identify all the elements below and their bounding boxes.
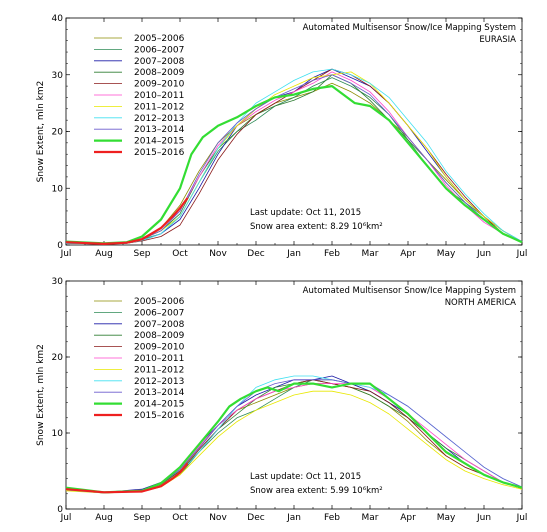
- legend-entry: 2013–2014: [134, 125, 185, 135]
- legend-entry: 2011–2012: [134, 102, 184, 112]
- x-tick-label: Sep: [134, 513, 151, 523]
- series-line: [65, 68, 523, 245]
- region-label: EURASIA: [479, 35, 516, 45]
- x-tick-label: Nov: [209, 249, 227, 259]
- x-tick-label: Jul: [60, 513, 72, 523]
- x-tick-label: Jul: [516, 513, 528, 523]
- legend-entry: 2008–2009: [134, 68, 185, 78]
- eurasia-panel: Jul Aug Sep Oct Nov Dec Jan Feb Mar Apr May Jun Jul0…: [36, 14, 527, 259]
- series-line: [65, 382, 523, 494]
- y-axis-title: Snow Extent, mln km2: [36, 344, 46, 446]
- x-tick-label: Oct: [172, 249, 188, 259]
- legend-entry: 2014–2015: [134, 137, 184, 147]
- x-tick-label: Aug: [95, 249, 113, 259]
- legend-entry: 2015–2016: [134, 148, 185, 158]
- legend-entry: 2007–2008: [134, 57, 185, 67]
- x-tick-label: May: [437, 249, 456, 259]
- legend-entry: 2014–2015: [134, 400, 184, 410]
- series-line: [65, 84, 523, 245]
- x-tick-label: May: [437, 513, 456, 523]
- series-line: [65, 74, 523, 244]
- legend-entry: 2013–2014: [134, 388, 185, 398]
- last-update: Last update: Oct 11, 2015: [250, 472, 361, 482]
- panel-title: Automated Multisensor Snow/Ice Mapping S…: [303, 286, 516, 296]
- x-tick-label: Jul: [516, 249, 528, 259]
- x-tick-label: Dec: [247, 249, 264, 259]
- legend-entry: 2005–2006: [134, 297, 185, 307]
- legend-entry: 2012–2013: [134, 377, 184, 387]
- y-tick-label: 40: [52, 14, 64, 24]
- legend-entry: 2010–2011: [134, 354, 184, 364]
- y-tick-label: 10: [52, 429, 64, 439]
- legend-entry: 2011–2012: [134, 365, 184, 375]
- y-tick-label: 20: [52, 128, 64, 138]
- y-tick-label: 20: [52, 353, 64, 363]
- y-tick-label: 30: [52, 277, 64, 287]
- series-line: [65, 68, 523, 245]
- x-tick-label: Jan: [286, 249, 301, 259]
- x-tick-label: Dec: [247, 513, 264, 523]
- x-tick-label: Jun: [476, 513, 491, 523]
- legend-entry: 2007–2008: [134, 320, 185, 330]
- x-tick-label: Feb: [324, 249, 340, 259]
- region-label: NORTH AMERICA: [445, 298, 516, 308]
- y-tick-label: 0: [57, 505, 63, 515]
- y-tick-label: 30: [52, 71, 64, 81]
- y-tick-label: 10: [52, 184, 64, 194]
- x-tick-label: Sep: [134, 249, 151, 259]
- x-tick-label: Aug: [95, 513, 113, 523]
- y-tick-label: 0: [57, 241, 63, 251]
- x-tick-label: Apr: [400, 249, 416, 259]
- north-america-panel: Jul Aug Sep Oct Nov Dec Jan Feb Mar Apr May Jun Jul0…: [36, 277, 527, 523]
- legend-entry: 2006–2007: [134, 45, 184, 55]
- series-line: [65, 462, 189, 494]
- panel-title: Automated Multisensor Snow/Ice Mapping S…: [303, 23, 516, 33]
- x-tick-label: Apr: [400, 513, 416, 523]
- legend-entry: 2012–2013: [134, 114, 184, 124]
- x-tick-label: Nov: [209, 513, 227, 523]
- legend-entry: 2010–2011: [134, 91, 184, 101]
- x-tick-label: Feb: [324, 513, 340, 523]
- x-tick-label: Jan: [286, 513, 301, 523]
- last-update: Last update: Oct 11, 2015: [250, 208, 361, 218]
- legend-entry: 2008–2009: [134, 331, 185, 341]
- x-tick-label: Oct: [172, 513, 188, 523]
- x-tick-label: Jun: [476, 249, 491, 259]
- x-tick-label: Jul: [60, 249, 72, 259]
- legend-entry: 2005–2006: [134, 34, 185, 44]
- snow-area-extent: Snow area extent: 8.29 10⁶km²: [250, 222, 383, 232]
- legend-entry: 2009–2010: [134, 343, 185, 353]
- legend-entry: 2009–2010: [134, 80, 185, 90]
- y-axis-title: Snow Extent, mln km2: [36, 81, 46, 183]
- series-line: [65, 197, 189, 245]
- x-tick-label: Mar: [362, 513, 379, 523]
- snow-area-extent: Snow area extent: 5.99 10⁶km²: [250, 486, 383, 496]
- legend-entry: 2006–2007: [134, 308, 184, 318]
- series-line: [65, 379, 523, 493]
- legend-entry: 2015–2016: [134, 411, 185, 421]
- x-tick-label: Mar: [362, 249, 379, 259]
